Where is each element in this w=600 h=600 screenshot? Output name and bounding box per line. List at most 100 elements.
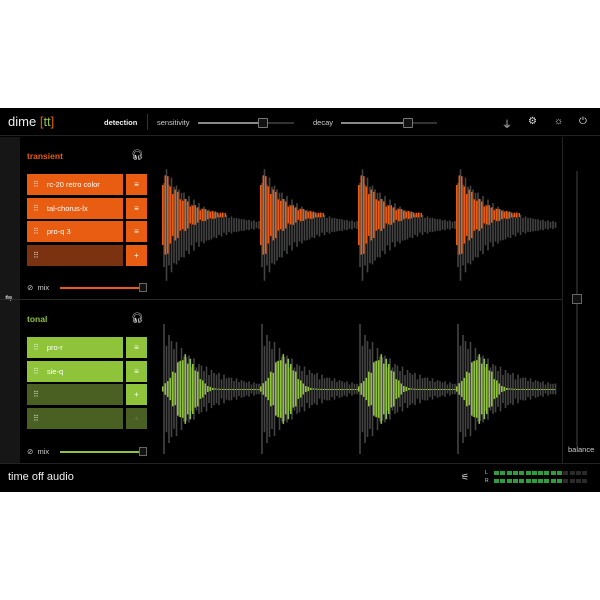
tonal-bg-bar: [424, 377, 426, 401]
settings-icon[interactable]: ⚙: [528, 116, 537, 127]
plug-icon[interactable]: ⏚: [502, 120, 512, 131]
transient-bar: [378, 200, 380, 230]
tonal-bg-bar: [389, 358, 391, 420]
tonal-bar: [385, 358, 388, 420]
plugin-menu-button[interactable]: ≡: [126, 221, 147, 242]
headphones-icon[interactable]: 🎧︎: [131, 313, 144, 324]
empty-slot[interactable]: ⠿: [27, 244, 123, 266]
sliders-icon[interactable]: ⚟: [461, 472, 470, 482]
transient-bar: [305, 210, 307, 220]
plugin-slot[interactable]: ⠿ tal-chorus-lx: [27, 197, 123, 219]
sensitivity-slider[interactable]: [198, 118, 294, 128]
tonal-bg-bar: [316, 372, 318, 406]
tonal-bg-bar: [200, 365, 203, 413]
plugin-slot[interactable]: ⠿ pro-q 3: [27, 221, 123, 242]
drag-handle-icon[interactable]: ⠿: [33, 390, 39, 399]
transient-bg-bar: [341, 219, 343, 231]
tonal-bg-bar: [283, 357, 286, 421]
transient-bar: [395, 210, 398, 220]
tonal-mix-slider[interactable]: [60, 447, 147, 456]
tonal-bg-bar: [406, 369, 409, 409]
headphones-icon[interactable]: 🎧︎: [131, 150, 144, 161]
transient-bg-bar: [303, 209, 306, 241]
transient-bar: [302, 209, 305, 221]
tonal-bar: [252, 389, 254, 390]
transient-bg-bar: [409, 212, 411, 238]
transient-bar: [219, 212, 222, 218]
plugin-slot[interactable]: ⠿ pro-r: [27, 337, 123, 358]
transient-bg-bar: [328, 216, 331, 234]
slider-thumb[interactable]: [403, 118, 414, 128]
tonal-bar: [275, 362, 277, 416]
plugin-name: rc-20 retro color: [46, 180, 100, 189]
transient-bg-bar: [504, 210, 507, 240]
transient-bar: [456, 185, 458, 245]
transient-bar: [282, 199, 285, 231]
logo-text: dime: [8, 114, 37, 129]
slider-thumb[interactable]: [258, 118, 269, 128]
tonal-bg-bar: [243, 381, 245, 397]
transient-bg-bar: [316, 215, 318, 235]
sensitivity-label: sensitivity: [157, 118, 190, 127]
plugin-slot[interactable]: ⠿ sie-q: [27, 360, 123, 382]
add-plugin-button[interactable]: +: [126, 244, 147, 266]
transient-bg-bar: [482, 195, 484, 255]
tonal-bg-bar: [261, 324, 263, 454]
tonal-bg-bar: [208, 374, 210, 404]
drag-handle-icon[interactable]: ⠿: [33, 366, 39, 376]
tonal-bg-bar: [213, 373, 215, 405]
drag-handle-icon[interactable]: ⠿: [33, 203, 39, 213]
transient-bg-bar: [404, 209, 406, 241]
tonal-bg-bar: [399, 371, 401, 407]
drag-handle-icon[interactable]: ⠿: [33, 343, 39, 352]
transient-mix-slider[interactable]: [60, 283, 147, 292]
add-plugin-button[interactable]: +: [126, 384, 147, 405]
power-icon[interactable]: ⏻: [579, 116, 587, 127]
empty-slot[interactable]: ⠿: [27, 384, 123, 405]
plugin-menu-button[interactable]: ≡: [126, 197, 147, 219]
transient-bar: [476, 200, 478, 230]
transient-bg-bar: [223, 217, 225, 233]
plugin-menu-button[interactable]: ≡: [126, 174, 147, 195]
meter-segment: [582, 471, 588, 475]
balance-slider[interactable]: [576, 171, 578, 446]
transient-bg-bar: [313, 211, 316, 239]
add-plugin-button[interactable]: +: [126, 407, 147, 429]
empty-slot[interactable]: ⠿: [27, 407, 123, 429]
tonal-bg-bar: [346, 381, 348, 397]
drag-handle-icon[interactable]: ⠿: [33, 250, 39, 260]
tonal-bar: [172, 371, 174, 407]
plugin-menu-button[interactable]: ≡: [126, 337, 147, 358]
transient-bg-bar: [233, 218, 235, 232]
tonal-bg-bar: [421, 378, 424, 400]
link-icon: ⊘: [27, 447, 34, 456]
plugin-slot[interactable]: ⠿ rc-20 retro color: [27, 174, 123, 195]
decay-slider[interactable]: [341, 118, 437, 128]
balance-thumb[interactable]: [572, 294, 582, 304]
drag-handle-icon[interactable]: ⠿: [33, 413, 39, 423]
tonal-bg-bar: [250, 384, 253, 394]
routing-icon[interactable]: ⇋: [5, 293, 13, 303]
tonal-bar: [523, 388, 526, 390]
tonal-bg-bar: [462, 334, 464, 444]
drag-handle-icon[interactable]: ⠿: [33, 227, 39, 236]
tonal-bar: [553, 389, 556, 390]
brightness-icon[interactable]: ☼: [554, 116, 564, 127]
tonal-bg-bar: [519, 378, 522, 400]
tonal-bg-bar: [203, 371, 205, 407]
tonal-bg-bar: [512, 372, 514, 406]
transient-bg-bar: [331, 218, 333, 232]
transient-bar: [189, 206, 192, 224]
transient-bar: [164, 175, 167, 255]
transient-bar: [290, 205, 292, 225]
plugin-menu-button[interactable]: ≡: [126, 360, 147, 382]
meter-segment: [575, 479, 581, 483]
drag-handle-icon[interactable]: ⠿: [33, 180, 39, 189]
plugin-name: pro-q 3: [46, 227, 71, 236]
tonal-bg-bar: [547, 382, 549, 396]
tonal-bg-bar: [233, 381, 235, 397]
transient-bar: [518, 212, 521, 218]
tonal-bg-bar: [426, 377, 429, 401]
tonal-bar: [219, 388, 222, 390]
tonal-bg-bar: [180, 347, 183, 431]
